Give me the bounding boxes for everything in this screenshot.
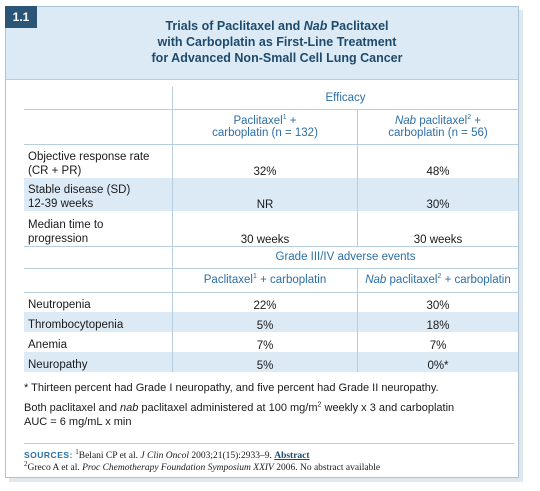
row-value-col2: 48% xyxy=(357,144,518,178)
source-2: 2Greco A et al. Proc Chemotherapy Founda… xyxy=(24,459,381,473)
row-value-col2: 0%* xyxy=(357,352,518,372)
row-value-col1: NR xyxy=(172,178,358,211)
adverse-col1-header: Paclitaxel1 + carboplatin xyxy=(172,268,358,293)
table-row: Neutropenia 22% 30% xyxy=(24,292,518,312)
row-label: Stable disease (SD) 12-39 weeks xyxy=(24,178,173,211)
row-value-col1: 5% xyxy=(172,352,358,372)
row-label: Objective response rate (CR + PR) xyxy=(28,151,150,177)
adverse-column-headers: Paclitaxel1 + carboplatin Nab paclitaxel… xyxy=(24,268,518,293)
table-row: Anemia 7% 7% xyxy=(24,332,518,352)
row-value-col2: 30% xyxy=(357,178,518,211)
sources-label: SOURCES: xyxy=(24,450,73,460)
row-value-col1: 22% xyxy=(172,292,358,312)
sources: SOURCES: 1Belani CP et al. J Clin Oncol … xyxy=(24,443,514,474)
row-label: Neutropenia xyxy=(28,299,91,311)
table-row: Objective response rate (CR + PR) 32% 48% xyxy=(24,144,518,178)
row-value-col2: 18% xyxy=(357,312,518,332)
title-line1-post: Paclitaxel xyxy=(327,19,389,33)
row-label: Median time to progression xyxy=(24,211,173,247)
table-number-badge: 1.1 xyxy=(5,6,37,28)
adverse-header-row: Grade III/IV adverse events xyxy=(24,246,518,269)
efficacy-header-row: Efficacy xyxy=(24,87,518,110)
table-title: Trials of Paclitaxel and Nab Paclitaxel … xyxy=(46,18,508,66)
table-header: 1.1 Trials of Paclitaxel and Nab Paclita… xyxy=(5,6,518,80)
table-card: 1.1 Trials of Paclitaxel and Nab Paclita… xyxy=(5,6,519,478)
row-value-col1: 5% xyxy=(172,312,358,332)
title-line3: for Advanced Non-Small Cell Lung Cancer xyxy=(151,51,403,65)
row-value-col1: 32% xyxy=(172,144,358,178)
row-value-col1: 30 weeks xyxy=(172,211,358,247)
source-1: SOURCES: 1Belani CP et al. J Clin Oncol … xyxy=(24,447,310,461)
row-value-col2: 30% xyxy=(357,292,518,312)
row-value-col2: 30 weeks xyxy=(357,211,518,247)
table-notes: * Thirteen percent had Grade I neuropath… xyxy=(24,381,504,435)
table-row: Thrombocytopenia 5% 18% xyxy=(24,312,518,332)
row-value-col2: 7% xyxy=(357,332,518,352)
efficacy-col2-header: Nab paclitaxel2 + carboplatin (n = 56) xyxy=(357,109,518,145)
neuropathy-footnote: * Thirteen percent had Grade I neuropath… xyxy=(24,382,439,394)
row-label: Neuropathy xyxy=(24,352,173,372)
adverse-col2-header: Nab paclitaxel2 + carboplatin xyxy=(357,268,518,293)
table-row: Neuropathy 5% 0%* xyxy=(24,352,518,372)
data-table-wrapper: Efficacy Paclitaxel1 + carboplatin (n = … xyxy=(24,87,518,372)
title-line1-em: Nab xyxy=(303,19,328,33)
dosing-note: Both paclitaxel and nab paclitaxel admin… xyxy=(24,401,455,428)
row-value-col1: 7% xyxy=(172,332,358,352)
row-label: Anemia xyxy=(28,339,67,351)
abstract-link[interactable]: Abstract xyxy=(274,451,310,461)
title-line1-pre: Trials of Paclitaxel and xyxy=(165,19,304,33)
adverse-header: Grade III/IV adverse events xyxy=(172,246,518,269)
efficacy-column-headers: Paclitaxel1 + carboplatin (n = 132) Nab … xyxy=(24,109,518,145)
efficacy-header: Efficacy xyxy=(172,87,518,110)
title-line2: with Carboplatin as First-Line Treatment xyxy=(157,35,397,49)
table-row: Stable disease (SD) 12-39 weeks NR 30% xyxy=(24,178,518,211)
row-label: Thrombocytopenia xyxy=(24,312,173,332)
table-row: Median time to progression 30 weeks 30 we… xyxy=(24,211,518,247)
data-table: Efficacy Paclitaxel1 + carboplatin (n = … xyxy=(24,87,518,372)
efficacy-col1-header: Paclitaxel1 + carboplatin (n = 132) xyxy=(172,109,358,145)
